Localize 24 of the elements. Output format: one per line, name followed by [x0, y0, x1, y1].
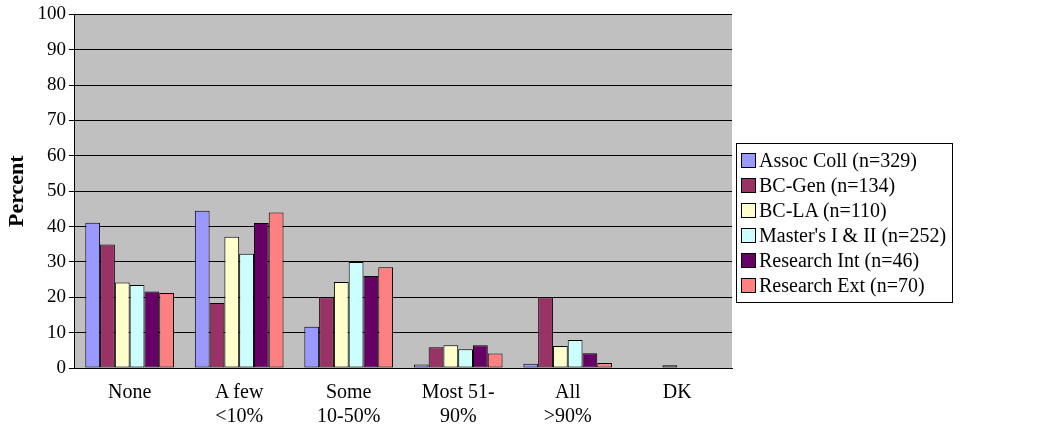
x-tick-label: A few <10%: [215, 380, 264, 427]
legend-label: Research Ext (n=70): [759, 274, 925, 296]
y-tick-label: 20: [46, 285, 66, 307]
y-tick-label: 90: [46, 37, 66, 59]
y-tick-label: 10: [46, 320, 66, 342]
legend-label: BC-LA (n=110): [759, 199, 887, 221]
y-tick-label: 70: [46, 108, 66, 130]
legend-label: BC-Gen (n=134): [759, 174, 896, 196]
x-tick-label: All >90%: [543, 380, 592, 427]
legend-label: Assoc Coll (n=329): [759, 149, 917, 171]
y-tick-label: 60: [46, 143, 66, 165]
y-tick-label: 0: [56, 355, 66, 377]
legend-label: Research Int (n=46): [759, 249, 920, 271]
legend-label: Master's I & II (n=252): [759, 224, 947, 246]
y-tick-label: 40: [46, 214, 66, 236]
y-tick-label: 30: [46, 249, 66, 271]
x-tick-label: DK: [662, 380, 693, 403]
y-tick-label: 100: [37, 2, 66, 24]
x-tick-label: Some 10-50%: [317, 380, 381, 427]
y-tick-label: 80: [46, 73, 66, 95]
x-tick-label: Most 51- 90%: [421, 380, 495, 427]
y-axis-title: Percent: [2, 154, 28, 228]
y-tick-label: 50: [46, 179, 66, 201]
x-tick-label: None: [107, 380, 152, 403]
